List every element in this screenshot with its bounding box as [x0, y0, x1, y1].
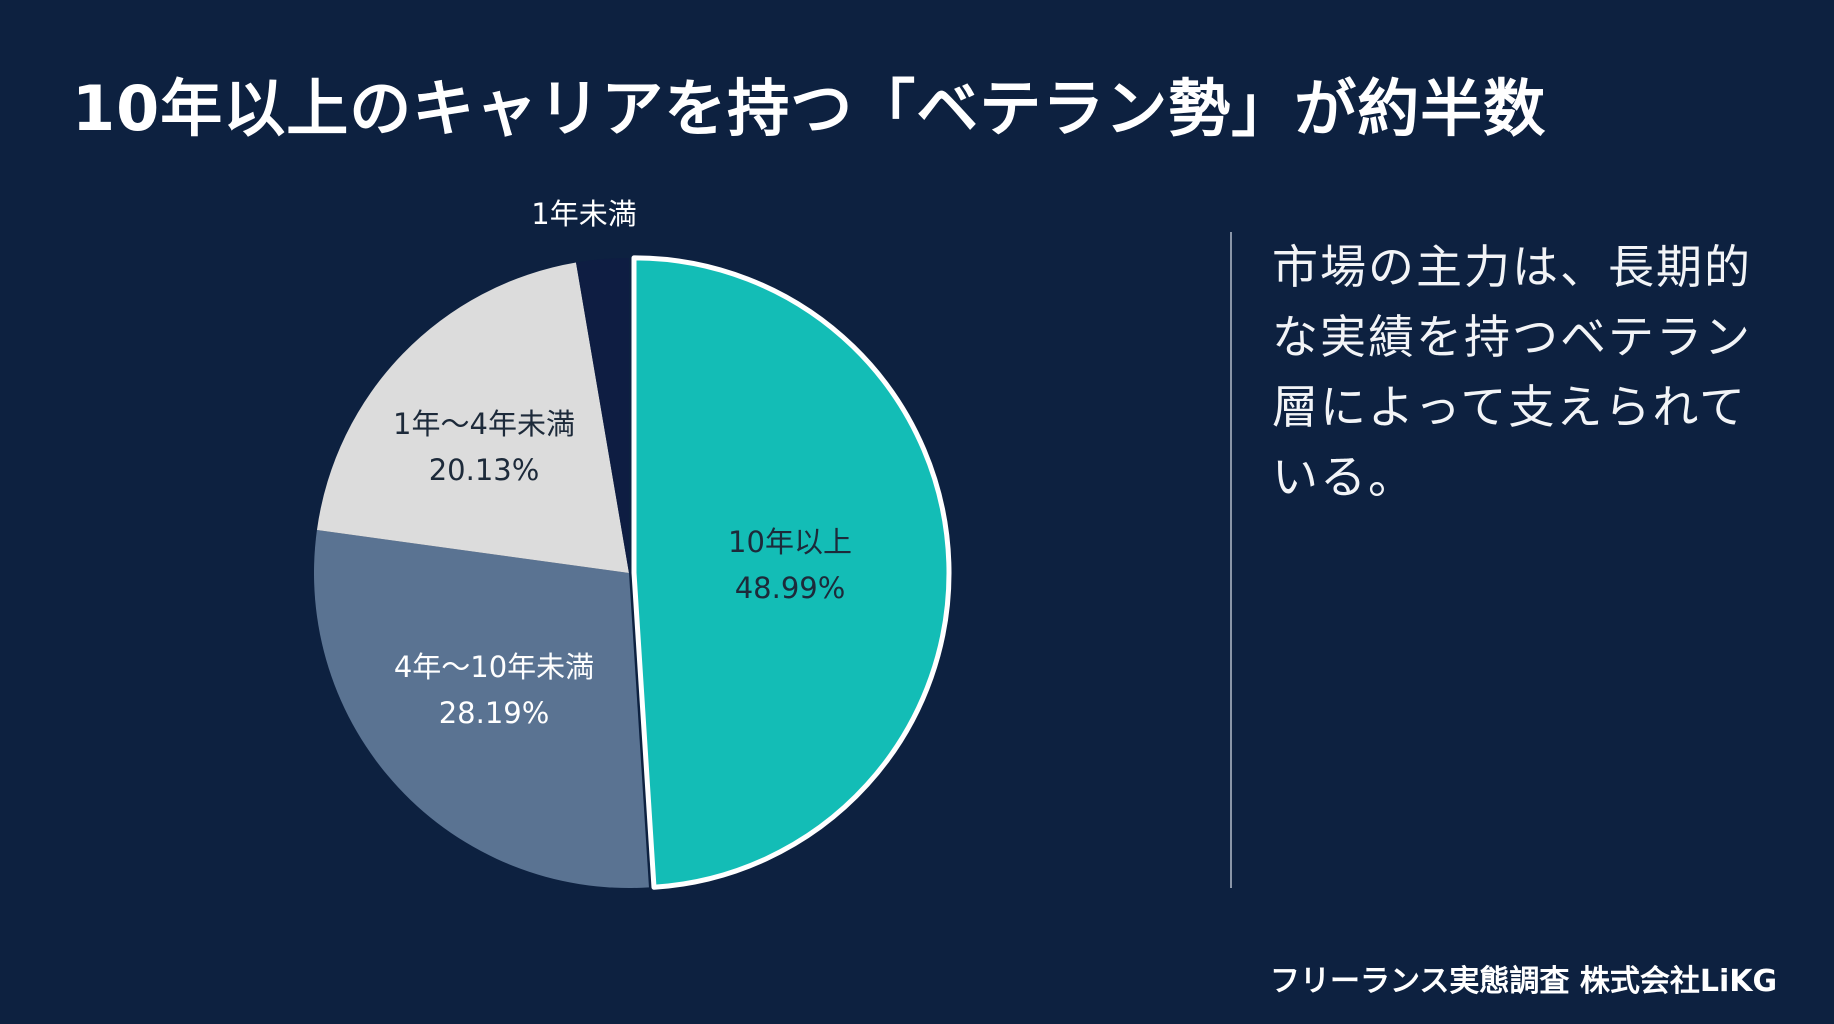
- pie-slice-0: [631, 255, 952, 890]
- pie-slices: [313, 255, 952, 890]
- vertical-divider: [1230, 232, 1232, 888]
- slice-category-label-2: 1年〜4年未満: [393, 407, 575, 441]
- slice-category-label-1: 4年〜10年未満: [394, 650, 594, 684]
- source-credit: フリーランス実態調査 株式会社LiKG: [1270, 964, 1778, 999]
- pie-slice-3: [576, 258, 629, 573]
- slice-value-label-1: 28.19%: [439, 696, 550, 730]
- slide-title: 10年以上のキャリアを持つ「ベテラン勢」が約半数: [72, 72, 1547, 145]
- slice-value-label-0: 48.99%: [735, 571, 846, 605]
- pie-slice-2: [316, 262, 629, 573]
- pie-slice-1: [313, 529, 649, 888]
- slice-value-label-2: 20.13%: [429, 453, 540, 487]
- takeaway-text: 市場の主力は、長期的な実績を持つベテラン層によって支えられている。: [1272, 240, 1752, 504]
- slice-category-label-0: 10年以上: [728, 525, 852, 559]
- slice-category-label-3: 1年未満: [531, 197, 636, 231]
- pie-labels: 10年以上 48.99% 4年〜10年未満 28.19% 1年〜4年未満 20.13% 1年…: [393, 197, 852, 730]
